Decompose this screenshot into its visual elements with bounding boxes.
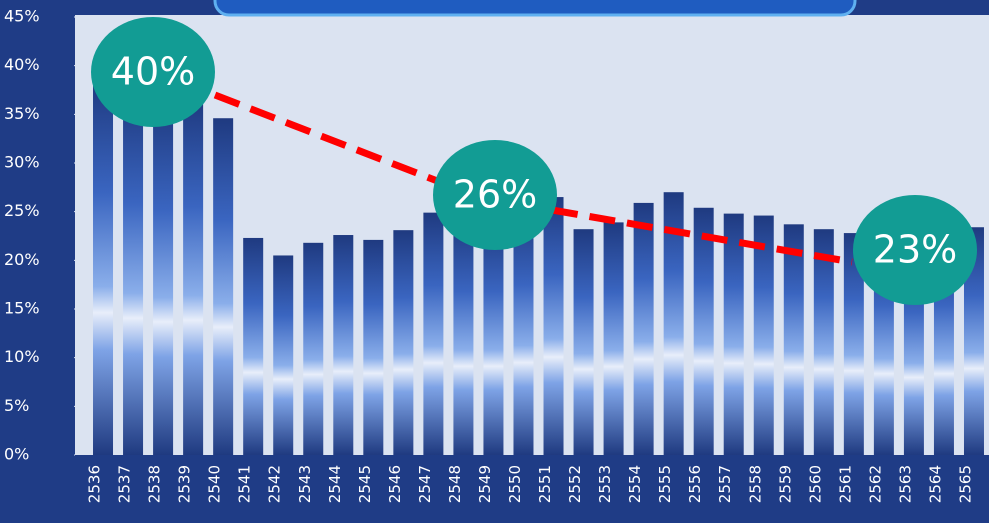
y-tick-label: 40% xyxy=(4,55,40,74)
bar xyxy=(483,221,504,455)
x-tick-label: 2552 xyxy=(566,465,584,503)
x-tick-label: 2542 xyxy=(266,465,284,503)
x-tick-label: 2549 xyxy=(476,465,494,503)
y-tick-label: 20% xyxy=(4,250,40,269)
bar xyxy=(513,211,534,455)
x-tick-label: 2555 xyxy=(656,465,674,503)
bar xyxy=(393,230,414,455)
x-tick-label: 2548 xyxy=(446,465,464,503)
bar xyxy=(183,99,204,455)
title-box xyxy=(213,0,857,17)
x-tick-label: 2539 xyxy=(176,465,194,503)
bar xyxy=(243,237,264,455)
y-tick-label: 0% xyxy=(4,445,29,464)
bar xyxy=(333,235,354,455)
bar xyxy=(663,192,684,455)
y-tick-label: 35% xyxy=(4,104,40,123)
bar xyxy=(273,255,294,455)
x-tick-label: 2547 xyxy=(416,465,434,503)
bar xyxy=(813,229,834,455)
bar xyxy=(693,207,714,455)
x-tick-label: 2564 xyxy=(926,465,944,503)
bar xyxy=(453,221,474,455)
x-tick-label: 2544 xyxy=(326,465,344,503)
x-tick-label: 2557 xyxy=(716,465,734,503)
x-tick-label: 2543 xyxy=(296,465,314,503)
bar xyxy=(753,215,774,455)
y-tick-label: 15% xyxy=(4,299,40,318)
x-tick-label: 2541 xyxy=(236,465,254,503)
x-tick-label: 2540 xyxy=(206,465,224,503)
bar xyxy=(543,197,564,456)
x-tick-label: 2565 xyxy=(956,465,974,503)
bar xyxy=(303,242,324,455)
x-tick-label: 2537 xyxy=(116,465,134,503)
bar xyxy=(123,94,144,455)
bar xyxy=(633,202,654,455)
x-tick-label: 2563 xyxy=(896,465,914,503)
x-tick-label: 2559 xyxy=(776,465,794,503)
x-tick-label: 2562 xyxy=(866,465,884,503)
trend-line xyxy=(213,91,442,186)
x-tick-label: 2561 xyxy=(836,465,854,503)
x-tick-label: 2554 xyxy=(626,465,644,503)
y-tick-label: 45% xyxy=(4,7,40,26)
bar xyxy=(963,227,984,455)
x-tick-label: 2556 xyxy=(686,465,704,503)
annotation-bubble xyxy=(853,195,977,305)
annotation: 40% xyxy=(111,50,195,94)
bar xyxy=(843,233,864,455)
x-tick-label: 2546 xyxy=(386,465,404,503)
bar xyxy=(783,224,804,455)
trend-line xyxy=(551,206,853,266)
bar xyxy=(573,229,594,455)
x-tick-label: 2553 xyxy=(596,465,614,503)
x-tick-label: 2560 xyxy=(806,465,824,503)
x-tick-label: 2551 xyxy=(536,465,554,503)
annotation-bubble xyxy=(91,17,215,127)
x-tick-label: 2536 xyxy=(86,465,104,503)
x-tick-label: 2545 xyxy=(356,465,374,503)
annotation: 23% xyxy=(873,228,957,272)
x-tick-label: 2558 xyxy=(746,465,764,503)
bar xyxy=(363,239,384,455)
y-tick-label: 5% xyxy=(4,396,29,415)
x-tick-label: 2550 xyxy=(506,465,524,503)
annotation-bubble xyxy=(433,140,557,250)
bar xyxy=(93,80,114,456)
bar xyxy=(603,222,624,455)
y-tick-label: 25% xyxy=(4,201,40,220)
y-tick-label: 10% xyxy=(4,347,40,366)
bar xyxy=(153,104,174,455)
annotation: 26% xyxy=(453,173,537,217)
bar xyxy=(723,213,744,455)
bar xyxy=(213,118,234,455)
x-tick-label: 2538 xyxy=(146,465,164,503)
y-tick-label: 30% xyxy=(4,153,40,172)
bar xyxy=(423,212,444,455)
